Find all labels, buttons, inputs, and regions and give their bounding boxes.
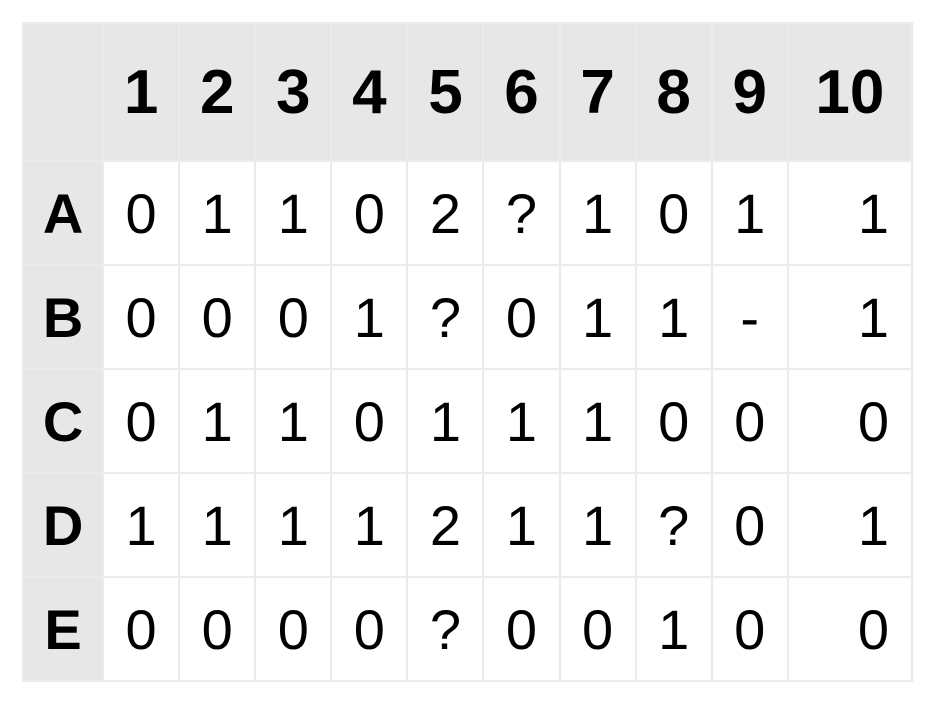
cell: 0 <box>179 265 255 369</box>
cell: ? <box>407 577 483 681</box>
corner-cell <box>23 23 103 161</box>
cell: 1 <box>483 473 559 577</box>
cell: 1 <box>255 369 331 473</box>
cell: 0 <box>103 369 179 473</box>
cell: 1 <box>331 265 407 369</box>
cell: 0 <box>103 577 179 681</box>
cell: 0 <box>331 161 407 265</box>
row-header: B <box>23 265 103 369</box>
cell: 1 <box>788 161 912 265</box>
col-header: 10 <box>788 23 912 161</box>
col-header: 1 <box>103 23 179 161</box>
cell: 0 <box>788 369 912 473</box>
cell: 1 <box>712 161 788 265</box>
cell: 2 <box>407 473 483 577</box>
row-header: E <box>23 577 103 681</box>
cell: - <box>712 265 788 369</box>
col-header: 7 <box>560 23 636 161</box>
cell: 0 <box>483 265 559 369</box>
cell: 1 <box>636 577 712 681</box>
cell: 1 <box>179 473 255 577</box>
cell: 0 <box>179 577 255 681</box>
cell: 1 <box>179 161 255 265</box>
col-header: 9 <box>712 23 788 161</box>
cell: 1 <box>255 161 331 265</box>
col-header: 5 <box>407 23 483 161</box>
cell: 1 <box>407 369 483 473</box>
cell: ? <box>483 161 559 265</box>
table-row: E 0 0 0 0 ? 0 0 1 0 0 <box>23 577 912 681</box>
col-header: 3 <box>255 23 331 161</box>
cell: 0 <box>331 369 407 473</box>
cell: 1 <box>788 265 912 369</box>
table-row: D 1 1 1 1 2 1 1 ? 0 1 <box>23 473 912 577</box>
cell: 0 <box>560 577 636 681</box>
table-row: C 0 1 1 0 1 1 1 0 0 0 <box>23 369 912 473</box>
cell: 0 <box>712 577 788 681</box>
cell: 1 <box>331 473 407 577</box>
cell: 2 <box>407 161 483 265</box>
table-row: B 0 0 0 1 ? 0 1 1 - 1 <box>23 265 912 369</box>
cell: 1 <box>483 369 559 473</box>
cell: 1 <box>560 265 636 369</box>
cell: 0 <box>255 577 331 681</box>
table-row: A 0 1 1 0 2 ? 1 0 1 1 <box>23 161 912 265</box>
cell: 0 <box>636 369 712 473</box>
col-header: 2 <box>179 23 255 161</box>
cell: ? <box>636 473 712 577</box>
cell: 0 <box>483 577 559 681</box>
cell: 1 <box>560 473 636 577</box>
header-row: 1 2 3 4 5 6 7 8 9 10 <box>23 23 912 161</box>
cell: 1 <box>560 369 636 473</box>
cell: 0 <box>103 265 179 369</box>
row-header: A <box>23 161 103 265</box>
cell: 0 <box>255 265 331 369</box>
cell: 1 <box>255 473 331 577</box>
cell: 0 <box>788 577 912 681</box>
table-container: 1 2 3 4 5 6 7 8 9 10 A 0 1 1 0 2 ? 1 0 1… <box>0 0 935 704</box>
cell: 0 <box>712 473 788 577</box>
cell: 1 <box>788 473 912 577</box>
col-header: 4 <box>331 23 407 161</box>
cell: 1 <box>636 265 712 369</box>
row-header: C <box>23 369 103 473</box>
cell: 1 <box>560 161 636 265</box>
cell: ? <box>407 265 483 369</box>
row-header: D <box>23 473 103 577</box>
col-header: 8 <box>636 23 712 161</box>
col-header: 6 <box>483 23 559 161</box>
cell: 0 <box>636 161 712 265</box>
cell: 1 <box>103 473 179 577</box>
data-table: 1 2 3 4 5 6 7 8 9 10 A 0 1 1 0 2 ? 1 0 1… <box>22 22 913 682</box>
cell: 0 <box>103 161 179 265</box>
cell: 1 <box>179 369 255 473</box>
cell: 0 <box>331 577 407 681</box>
cell: 0 <box>712 369 788 473</box>
